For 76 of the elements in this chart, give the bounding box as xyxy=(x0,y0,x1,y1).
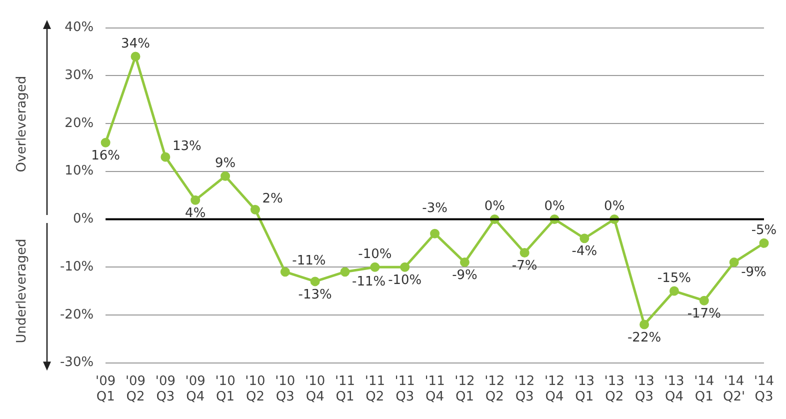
text: -10% xyxy=(388,272,422,288)
x-tick-label: '09 Q2 xyxy=(125,374,146,405)
point xyxy=(160,152,170,162)
text: 0% xyxy=(544,199,565,214)
text: 13% xyxy=(172,138,202,154)
x-tick-label: '11 Q3 xyxy=(394,374,415,405)
text: 34% xyxy=(121,36,150,52)
point xyxy=(100,138,110,148)
text: Underleveraged xyxy=(14,238,30,344)
x-tick-label: '09 Q3 xyxy=(155,374,176,405)
text: 0% xyxy=(484,199,505,214)
point xyxy=(520,248,530,258)
x-tick-label: '09 Q4 xyxy=(185,374,206,405)
point xyxy=(190,195,200,205)
y-tick-label: 10% xyxy=(64,164,94,179)
text: -3% xyxy=(422,201,448,216)
y-tick-label: 20% xyxy=(64,116,94,131)
x-tick-label: '11 Q1 xyxy=(334,374,356,405)
text: -13% xyxy=(298,287,332,302)
text: -11% xyxy=(292,254,326,269)
point xyxy=(220,171,230,181)
text: 2% xyxy=(262,192,283,207)
point xyxy=(699,296,709,306)
x-tick-label: '12 Q1 xyxy=(454,374,475,405)
x-tick-label: '13 Q2 xyxy=(604,374,624,405)
point xyxy=(340,267,350,277)
x-tick-label: '13 Q4 xyxy=(664,374,684,405)
x-tick-label: '13 Q3 xyxy=(634,374,654,405)
text: 4% xyxy=(185,206,206,221)
text: 16% xyxy=(91,148,120,164)
text: 9% xyxy=(214,156,236,172)
text: 0% xyxy=(604,199,625,214)
y-tick-label: -30% xyxy=(60,355,94,370)
y-tick-label: 30% xyxy=(64,68,94,84)
y-tick-label: -20% xyxy=(60,307,94,322)
point xyxy=(250,204,260,214)
y-tick-label: -10% xyxy=(60,259,94,274)
point xyxy=(130,52,140,62)
point xyxy=(460,258,470,268)
text: -7% xyxy=(512,258,538,274)
x-tick-label: '10 Q2 xyxy=(245,374,266,405)
text: -22% xyxy=(627,330,662,346)
text: -5% xyxy=(751,223,777,238)
point xyxy=(310,276,320,286)
text: Overleveraged xyxy=(14,75,30,172)
point xyxy=(280,267,290,277)
point xyxy=(669,286,679,296)
x-tick-label: '12 Q4 xyxy=(544,374,565,405)
y-tick-label: 40% xyxy=(64,20,94,36)
text: -9% xyxy=(452,268,478,284)
x-tick-label: '12 Q3 xyxy=(514,374,535,405)
x-tick-label: '13 Q1 xyxy=(574,374,594,405)
x-tick-label: '10 Q1 xyxy=(215,374,236,405)
text: -9% xyxy=(741,265,766,280)
text: -15% xyxy=(657,270,692,286)
text: -4% xyxy=(572,244,598,260)
point xyxy=(580,234,590,244)
text: -10% xyxy=(358,246,392,262)
x-tick-label: '14 Q1 xyxy=(694,374,714,405)
y-tick-label: 0% xyxy=(72,212,94,227)
point xyxy=(370,262,380,272)
x-tick-label: '14 Q2' xyxy=(723,374,746,405)
point xyxy=(400,262,410,272)
x-tick-label: '09 Q1 xyxy=(96,374,116,405)
point xyxy=(729,258,739,268)
point xyxy=(640,320,650,330)
text: -17% xyxy=(687,306,721,322)
point xyxy=(759,238,769,248)
x-tick-label: '10 Q3 xyxy=(275,374,296,405)
x-tick-label: '12 Q2 xyxy=(484,374,505,405)
x-tick-label: '10 Q4 xyxy=(305,374,326,405)
x-tick-label: '14 Q3 xyxy=(754,374,774,405)
point xyxy=(430,228,440,238)
x-tick-label: '11 Q4 xyxy=(424,374,445,405)
x-tick-label: '11 Q2 xyxy=(364,374,385,405)
text: -11% xyxy=(352,274,386,290)
